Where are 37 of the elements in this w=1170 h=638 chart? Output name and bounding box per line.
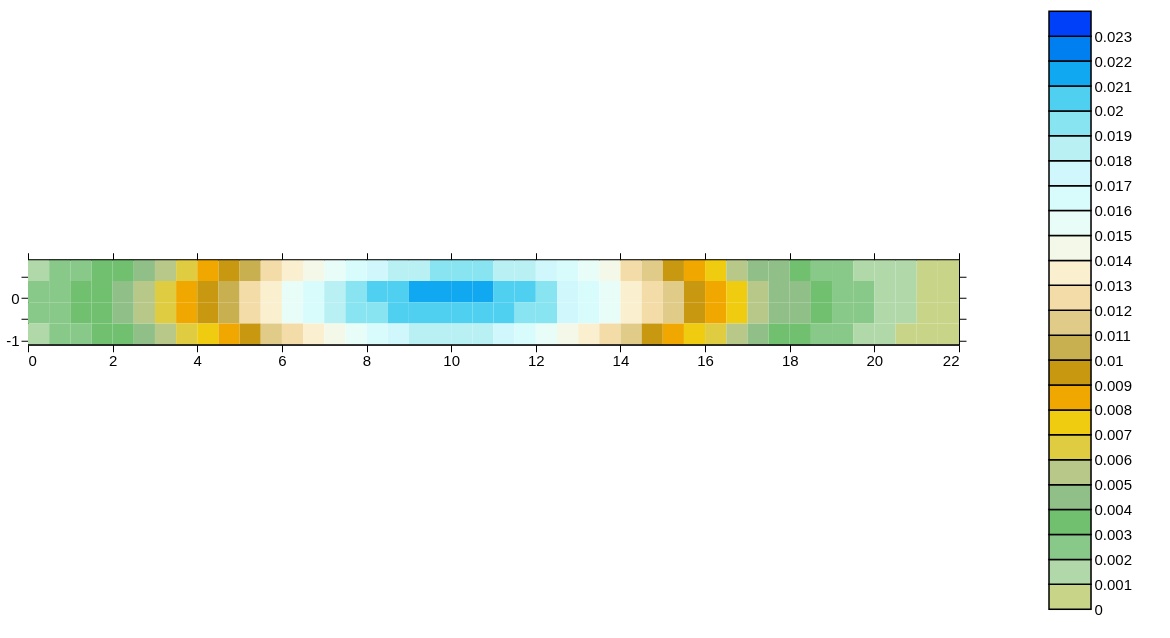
color-bar-label: 0.019: [1094, 127, 1133, 145]
color-bar-label: 0.015: [1094, 227, 1133, 244]
color-bar-label: 0.023: [1094, 27, 1133, 45]
x-tick-label: 8: [362, 352, 372, 370]
color-bar-label: 0: [1094, 600, 1103, 618]
color-bar-label: 0.007: [1094, 426, 1133, 444]
color-bar-label: 0.008: [1094, 401, 1133, 419]
color-bar-label: 0.017: [1094, 177, 1133, 195]
color-bar-label: 0.001: [1094, 575, 1133, 593]
x-tick-label: 18: [781, 352, 799, 370]
color-bar-label: 0.01: [1094, 351, 1124, 369]
x-tick-label: 20: [866, 352, 884, 370]
color-bar-label: 0.021: [1094, 77, 1133, 95]
x-tick-label: 2: [108, 352, 118, 370]
x-tick-label: 0: [28, 352, 37, 370]
x-tick-label: 10: [443, 352, 461, 370]
x-tick-label: 22: [942, 352, 960, 370]
color-bar-label: 0.012: [1094, 301, 1133, 319]
color-bar-label: 0.011: [1094, 326, 1131, 344]
color-bar-label: 0.004: [1094, 501, 1133, 519]
color-bar-label: 0.002: [1094, 550, 1133, 568]
color-bar-label: 0.009: [1094, 376, 1133, 394]
x-tick-label: 16: [697, 352, 714, 370]
x-tick-label: 12: [527, 352, 545, 370]
color-bar-label: 0.003: [1094, 526, 1133, 543]
color-bar-label: 0.014: [1094, 251, 1133, 269]
color-bar-label: 0.02: [1094, 102, 1124, 120]
y-tick-label: -1: [6, 332, 20, 349]
color-bar-label: 0.006: [1094, 451, 1133, 469]
color-bar-label: 0.018: [1094, 152, 1133, 170]
color-bar-label: 0.013: [1094, 276, 1133, 294]
x-tick-label: 4: [193, 352, 202, 370]
color-bar-label: 0.022: [1094, 52, 1133, 70]
x-tick-label: 14: [612, 352, 630, 370]
color-bar-label: 0.005: [1094, 476, 1133, 494]
x-tick-label: 6: [278, 352, 287, 370]
color-bar-label: 0.016: [1094, 202, 1133, 220]
